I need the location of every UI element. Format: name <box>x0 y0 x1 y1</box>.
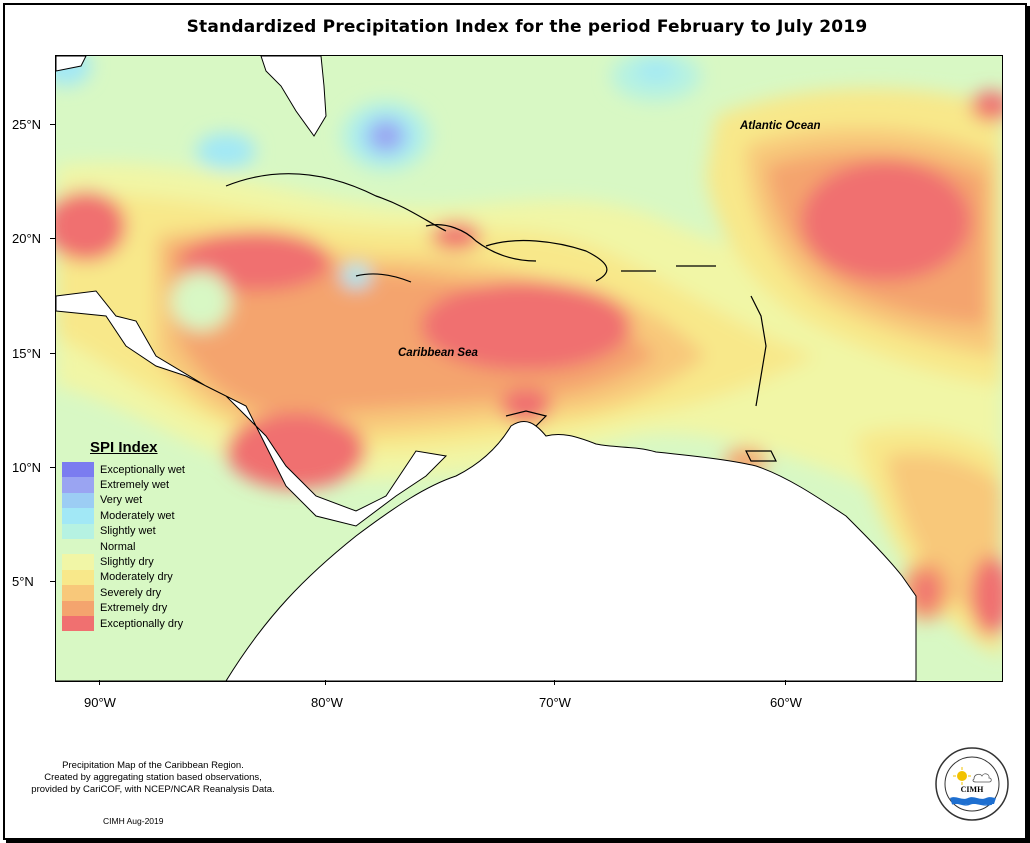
x-tick-label: 90°W <box>84 695 116 710</box>
sun-icon <box>957 771 967 781</box>
legend-swatch <box>62 585 94 601</box>
legend-item: Very wet <box>62 492 212 509</box>
legend-swatch <box>62 538 94 555</box>
islands <box>225 173 777 462</box>
legend-swatch <box>62 615 94 632</box>
x-tick-label: 60°W <box>770 695 802 710</box>
credit-text: CIMH Aug-2019 <box>103 816 164 826</box>
legend-item: Normal <box>62 538 212 555</box>
legend-item: Extremely dry <box>62 600 212 616</box>
legend-label: Normal <box>100 540 136 553</box>
legend-label: Slightly wet <box>100 525 156 538</box>
legend-swatch <box>62 554 94 570</box>
cloud-icon <box>972 773 992 783</box>
legend-item: Severely dry <box>62 585 212 601</box>
legend-item: Slightly wet <box>62 523 212 539</box>
spi-map <box>55 55 1003 682</box>
legend-label: Very wet <box>100 494 143 507</box>
legend-label: Exceptionally wet <box>100 463 185 476</box>
legend-swatch <box>62 569 94 586</box>
wave-icon <box>950 797 996 804</box>
legend-swatch <box>62 523 94 539</box>
legend-item: Extremely wet <box>62 477 212 493</box>
legend-item: Exceptionally wet <box>62 462 212 478</box>
legend-swatch <box>62 462 94 478</box>
x-tick-mark <box>99 680 100 685</box>
footnote: Precipitation Map of the Caribbean Regio… <box>8 760 298 796</box>
legend-label: Extremely wet <box>100 479 170 492</box>
y-tick-label: 25°N <box>12 117 42 132</box>
footnote-line: provided by CariCOF, with NCEP/NCAR Rean… <box>31 784 275 795</box>
legend-swatch <box>62 600 94 616</box>
legend-item: Moderately wet <box>62 508 212 524</box>
legend-label: Exceptionally dry <box>100 617 184 630</box>
y-tick-mark <box>50 124 55 125</box>
legend-item: Moderately dry <box>62 569 212 586</box>
y-tick-label: 10°N <box>12 460 42 475</box>
legend-rows: Exceptionally wet Extremely wet Very wet Mo… <box>62 462 212 632</box>
legend-label: Slightly dry <box>100 556 154 569</box>
spi-field <box>56 56 1002 656</box>
x-tick-label: 80°W <box>311 695 343 710</box>
x-tick-mark <box>325 680 326 685</box>
footnote-line: Created by aggregating station based obs… <box>44 772 262 783</box>
cimh-logo: CIMH <box>934 746 1010 822</box>
legend-label: Moderately dry <box>100 571 173 584</box>
legend-label: Extremely dry <box>100 602 168 615</box>
x-tick-mark <box>785 680 786 685</box>
caribbean-sea-label: Caribbean Sea <box>398 347 478 359</box>
legend-swatch <box>62 477 94 493</box>
y-tick-label: 20°N <box>12 231 42 246</box>
y-tick-label: 15°N <box>12 346 42 361</box>
y-tick-mark <box>50 238 55 239</box>
legend-item: Slightly dry <box>62 554 212 570</box>
spi-map-canvas <box>56 56 1002 681</box>
footnote-line: Precipitation Map of the Caribbean Regio… <box>62 760 244 771</box>
x-tick-label: 70°W <box>539 695 571 710</box>
logo-text: CIMH <box>961 785 984 794</box>
legend-label: Severely dry <box>100 586 162 599</box>
y-tick-mark <box>50 353 55 354</box>
y-tick-mark <box>50 467 55 468</box>
legend-label: Moderately wet <box>100 509 175 522</box>
page-title: Standardized Precipitation Index for the… <box>186 17 868 37</box>
legend-title: SPI Index <box>90 439 158 456</box>
atlantic-ocean-label: Atlantic Ocean <box>740 120 821 132</box>
legend-item: Exceptionally dry <box>62 615 212 632</box>
x-tick-mark <box>554 680 555 685</box>
florida-outline <box>56 56 327 137</box>
land-outline <box>56 290 917 681</box>
spi-legend: SPI Index Exceptionally wet Extremely wet… <box>62 439 212 632</box>
y-tick-label: 5°N <box>12 574 34 589</box>
legend-swatch <box>62 492 94 509</box>
y-tick-mark <box>50 581 55 582</box>
legend-swatch <box>62 508 94 524</box>
